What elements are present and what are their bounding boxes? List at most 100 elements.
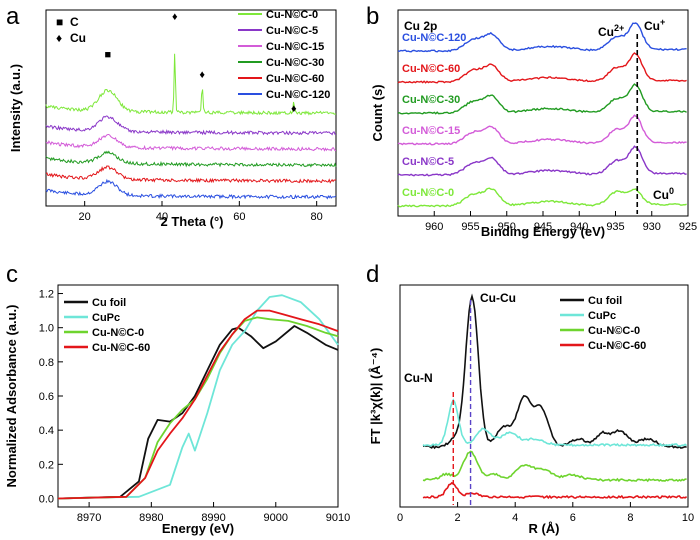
legend-label-c-0: Cu foil xyxy=(92,297,126,309)
x-tick-label-d-1: 2 xyxy=(455,512,461,524)
x-tick-label-b-5: 935 xyxy=(606,221,624,233)
legend-label-d-3: Cu-N©C-60 xyxy=(588,340,646,352)
series-line-a-Cu-N©C-60 xyxy=(45,165,337,184)
series-line-d-Cu-N©C-60 xyxy=(422,481,688,500)
series-line-b-Cu-N©C-120 xyxy=(397,22,687,53)
legend-label-a-4: Cu-N©C-60 xyxy=(266,73,324,85)
x-tick-label-b-2: 950 xyxy=(498,221,516,233)
x-tick-label-a-3: 80 xyxy=(311,211,323,223)
y-tick-label-c-2: 0.4 xyxy=(39,425,54,437)
peak-label-cu0: Cu0 xyxy=(653,186,674,202)
y-axis-label-d: FT |k³χ(k)| (Å⁻⁴) xyxy=(368,348,383,445)
series-line-d-CuPc xyxy=(422,398,688,447)
legend-label-d-2: Cu-N©C-0 xyxy=(588,325,640,337)
legend-label-c-2: Cu-N©C-0 xyxy=(92,327,144,339)
legend-label-c-3: Cu-N©C-60 xyxy=(92,342,150,354)
y-tick-label-c-6: 1.2 xyxy=(39,289,54,301)
y-tick-label-c-5: 1.0 xyxy=(39,323,54,335)
x-tick-label-c-2: 8990 xyxy=(201,512,225,524)
y-axis-label-c: Normalized Adsorbance (a.u.) xyxy=(4,305,19,488)
legend-label-a-1: Cu-N©C-5 xyxy=(266,25,318,37)
series-line-a-Cu-N©C-30 xyxy=(45,150,337,168)
series-label-b-5: Cu-N©C-0 xyxy=(402,187,454,199)
x-axis-label-d: R (Å) xyxy=(528,521,559,536)
panel-label-c: c xyxy=(6,261,18,288)
x-tick-label-d-4: 8 xyxy=(627,512,633,524)
peak-marker-a-2: ♦ xyxy=(199,69,205,81)
legend-label-d-1: CuPc xyxy=(588,310,616,322)
series-line-a-Cu-N©C-15 xyxy=(45,134,337,152)
marker-legend-c-symbol: ■ xyxy=(56,15,63,29)
x-tick-label-c-4: 9010 xyxy=(326,512,350,524)
peak-label-cu1: Cu+ xyxy=(644,17,665,33)
legend-label-a-5: Cu-N©C-120 xyxy=(266,89,330,101)
panel-b-title: Cu 2p xyxy=(404,19,437,33)
series-line-b-Cu-N©C-60 xyxy=(397,52,687,84)
x-tick-label-d-3: 6 xyxy=(570,512,576,524)
series-label-b-1: Cu-N©C-60 xyxy=(402,63,460,75)
marker-legend-cu-label: Cu xyxy=(70,31,86,45)
x-tick-label-a-2: 60 xyxy=(233,211,245,223)
series-label-b-4: Cu-N©C-5 xyxy=(402,156,454,168)
y-tick-label-c-1: 0.2 xyxy=(39,459,54,471)
x-tick-label-c-1: 8980 xyxy=(139,512,163,524)
legend-label-a-2: Cu-N©C-15 xyxy=(266,41,324,53)
plot-frame-d xyxy=(399,284,689,508)
x-tick-label-b-7: 925 xyxy=(679,221,697,233)
y-axis-label-a: Intensity (a.u.) xyxy=(8,64,23,152)
panel-b: b 960 955 950 945 940 935 930 925 Cu 2p Cu2+ Cu… xyxy=(366,3,697,239)
series-line-c-CuPc xyxy=(57,294,339,500)
x-tick-label-b-1: 955 xyxy=(461,221,479,233)
y-tick-label-c-3: 0.6 xyxy=(39,391,54,403)
series-line-a-Cu-N©C-0 xyxy=(45,53,337,116)
x-tick-label-c-0: 8970 xyxy=(77,512,101,524)
series-line-b-Cu-N©C-0 xyxy=(397,187,687,208)
y-axis-label-b: Count (s) xyxy=(370,84,385,141)
series-line-a-Cu-N©C-5 xyxy=(45,115,336,136)
x-tick-label-a-0: 20 xyxy=(79,211,91,223)
series-line-b-Cu-N©C-15 xyxy=(397,114,687,146)
y-tick-label-c-4: 0.8 xyxy=(39,357,54,369)
legend-label-d-0: Cu foil xyxy=(588,295,622,307)
peak-marker-a-3: ♦ xyxy=(291,103,297,115)
series-line-c-Cu-N©C-60 xyxy=(57,309,339,500)
marker-legend-cu-symbol: ♦ xyxy=(56,31,62,45)
plot-frame-a xyxy=(45,9,337,207)
peak-label-cu-cu: Cu-Cu xyxy=(480,291,516,305)
legend-label-c-1: CuPc xyxy=(92,312,120,324)
x-axis-label-b: Binding Energy (eV) xyxy=(481,224,605,239)
panel-c: c 8970 8980 8990 9000 9010 0.0 0.2 0.4 0.6 0.8 1.0… xyxy=(4,261,350,536)
x-axis-label-c: Energy (eV) xyxy=(162,521,234,536)
panel-label-a: a xyxy=(6,3,20,30)
series-label-b-0: Cu-N©C-120 xyxy=(402,32,466,44)
x-tick-label-d-0: 0 xyxy=(397,512,403,524)
panel-a: a 20 40 60 80 ■ ♦ ♦ ♦ 2 Theta (°) Intensity (a… xyxy=(6,3,337,229)
y-tick-label-c-0: 0.0 xyxy=(39,493,54,505)
series-line-d-Cu-N©C-0 xyxy=(422,450,687,483)
panel-label-b: b xyxy=(366,3,379,30)
series-line-d-Cu foil xyxy=(423,293,687,450)
peak-label-cu2: Cu2+ xyxy=(598,23,624,39)
x-tick-label-d-2: 4 xyxy=(512,512,518,524)
x-tick-label-a-1: 40 xyxy=(156,211,168,223)
series-line-b-Cu-N©C-5 xyxy=(397,145,687,177)
x-tick-label-d-5: 10 xyxy=(682,512,694,524)
x-axis-label-a: 2 Theta (°) xyxy=(161,214,224,229)
panel-label-d: d xyxy=(366,261,379,288)
legend-label-a-3: Cu-N©C-30 xyxy=(266,57,324,69)
series-label-b-3: Cu-N©C-15 xyxy=(402,125,460,137)
x-tick-label-c-3: 9000 xyxy=(264,512,288,524)
peak-marker-a-0: ■ xyxy=(105,49,112,61)
x-tick-label-b-0: 960 xyxy=(425,221,443,233)
x-tick-label-b-4: 940 xyxy=(570,221,588,233)
series-line-b-Cu-N©C-30 xyxy=(397,83,687,115)
legend-label-a-0: Cu-N©C-0 xyxy=(266,9,318,21)
marker-legend-c-label: C xyxy=(70,15,79,29)
x-tick-label-b-6: 930 xyxy=(643,221,661,233)
panel-d: d 0 2 4 6 8 10 Cu-Cu Cu-N Cu foil CuPc Cu-N©C-0… xyxy=(366,261,694,536)
series-line-c-Cu foil xyxy=(57,325,339,500)
x-tick-label-b-3: 945 xyxy=(534,221,552,233)
peak-label-cu-n: Cu-N xyxy=(404,371,433,385)
peak-marker-a-1: ♦ xyxy=(172,11,178,23)
